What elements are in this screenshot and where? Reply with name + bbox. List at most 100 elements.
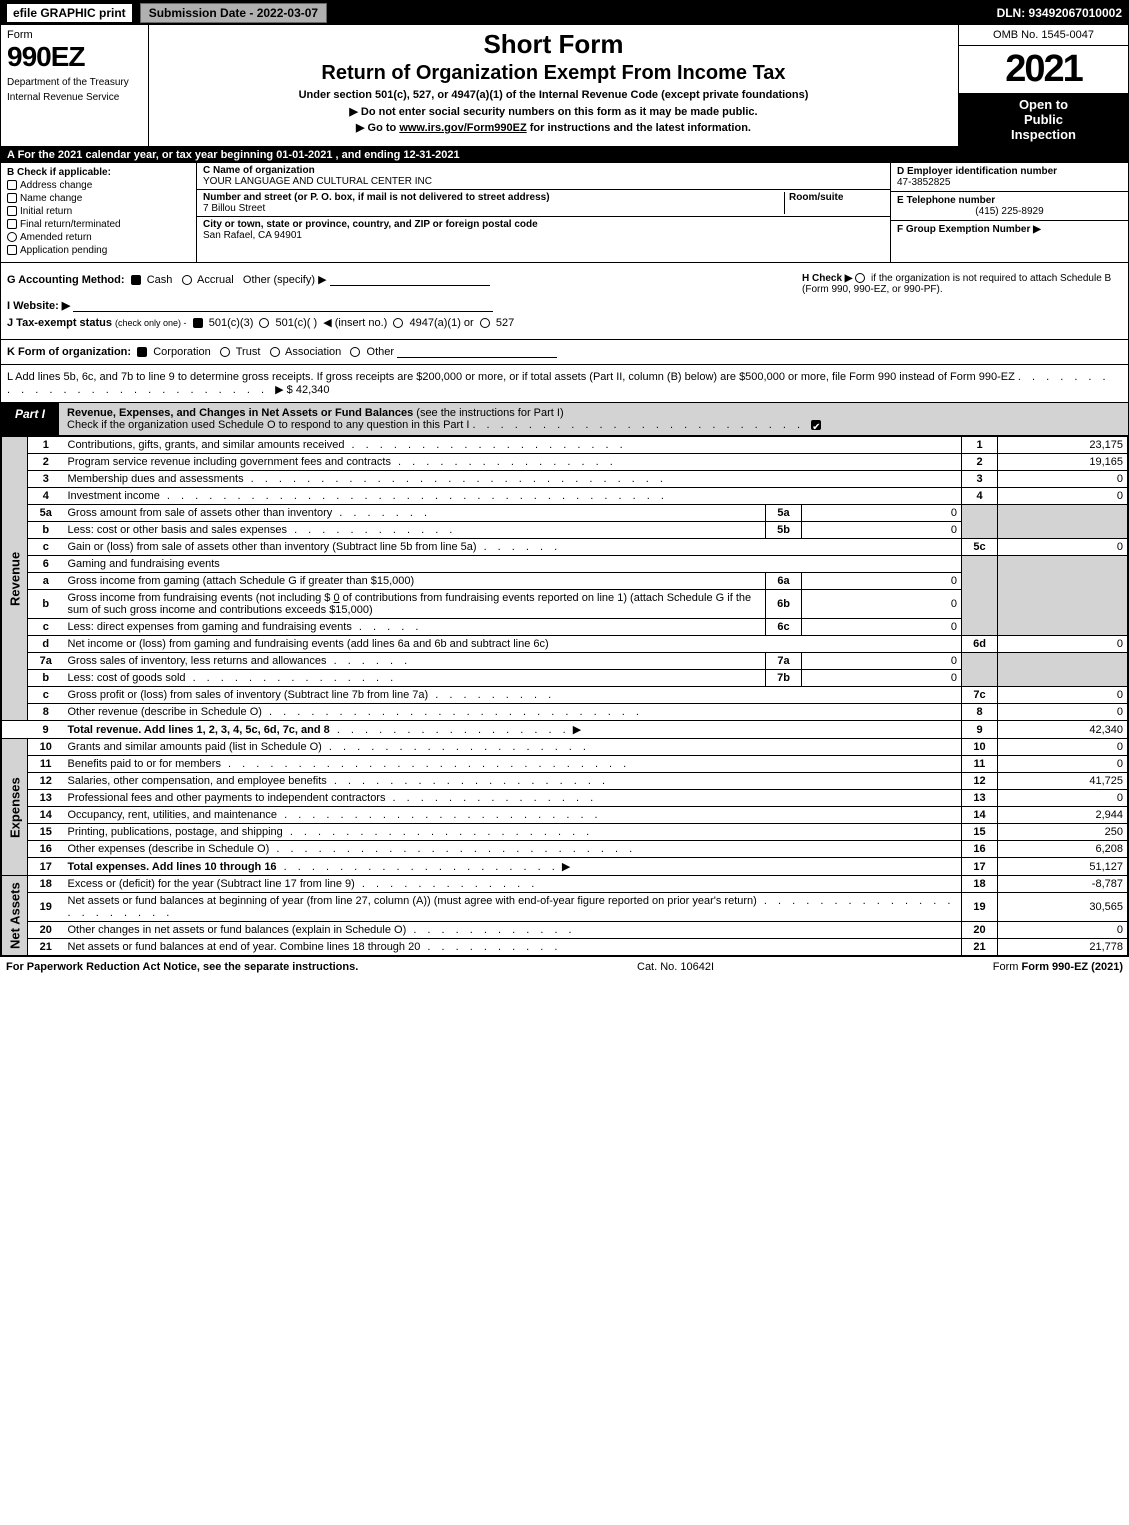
b-pending: Application pending	[20, 245, 107, 256]
check-application-pending[interactable]	[7, 245, 17, 255]
sub-val: 0	[802, 653, 962, 670]
g-other-input[interactable]	[330, 285, 490, 286]
result-val: 42,340	[998, 721, 1128, 739]
check-cash[interactable]	[131, 275, 141, 285]
result-no: 17	[962, 858, 998, 876]
irs-link[interactable]: www.irs.gov/Form990EZ	[399, 122, 526, 134]
result-val: 0	[998, 539, 1128, 556]
result-no: 14	[962, 807, 998, 824]
title-block: Form 990EZ Department of the Treasury In…	[1, 25, 1128, 147]
shaded-cell	[998, 653, 1128, 687]
j-label: J Tax-exempt status	[7, 317, 112, 329]
sub-no: 6c	[766, 619, 802, 636]
l-text: L Add lines 5b, 6c, and 7b to line 9 to …	[7, 371, 1015, 383]
line-desc: Contributions, gifts, grants, and simila…	[64, 437, 962, 454]
result-val: 0	[998, 488, 1128, 505]
org-street: 7 Billou Street	[203, 203, 265, 214]
tax-year: 2021	[959, 46, 1128, 93]
line-desc: Printing, publications, postage, and shi…	[64, 824, 962, 841]
form-ref: Form Form 990-EZ (2021)	[993, 961, 1123, 973]
line-desc: Gross sales of inventory, less returns a…	[64, 653, 766, 670]
b-initial: Initial return	[20, 206, 72, 217]
sub-val: 0	[802, 619, 962, 636]
inspection-l2: Public	[963, 112, 1124, 127]
result-no: 18	[962, 876, 998, 893]
check-h-schedule-b[interactable]	[855, 273, 865, 283]
check-name-change[interactable]	[7, 193, 17, 203]
check-4947[interactable]	[393, 318, 403, 328]
line-no: 19	[28, 893, 64, 922]
line-no: d	[28, 636, 64, 653]
result-val: 0	[998, 636, 1128, 653]
b-label: B Check if applicable:	[7, 167, 111, 178]
dln-label: DLN: 93492067010002	[997, 6, 1122, 20]
j-note: (check only one) -	[115, 318, 187, 328]
sub-val: 0	[802, 590, 962, 619]
g-label: G Accounting Method:	[7, 274, 125, 286]
result-no: 13	[962, 790, 998, 807]
check-amended-return[interactable]	[7, 232, 17, 242]
result-val: -8,787	[998, 876, 1128, 893]
line-h: H Check ▶ if the organization is not req…	[802, 273, 1122, 295]
k-other: Other	[367, 346, 395, 358]
check-corporation[interactable]	[137, 347, 147, 357]
shaded-cell	[962, 653, 998, 687]
check-accrual[interactable]	[182, 275, 192, 285]
line-no: c	[28, 539, 64, 556]
result-val: 0	[998, 471, 1128, 488]
open-to-public: Open to Public Inspection	[959, 93, 1128, 146]
check-501c3[interactable]	[193, 318, 203, 328]
line-no: 17	[28, 858, 64, 876]
cat-no: Cat. No. 10642I	[637, 961, 714, 973]
h-label: H Check ▶	[802, 273, 852, 284]
website-input[interactable]	[73, 311, 493, 312]
section-note: Under section 501(c), 527, or 4947(a)(1)…	[157, 89, 950, 101]
result-no: 21	[962, 939, 998, 956]
check-other-org[interactable]	[350, 347, 360, 357]
j-501c3: 501(c)(3)	[209, 317, 254, 329]
g-other: Other (specify) ▶	[243, 274, 327, 286]
paperwork-notice: For Paperwork Reduction Act Notice, see …	[6, 961, 358, 973]
check-trust[interactable]	[220, 347, 230, 357]
line-desc: Gross income from gaming (attach Schedul…	[64, 573, 766, 590]
check-initial-return[interactable]	[7, 206, 17, 216]
result-val: 23,175	[998, 437, 1128, 454]
shaded-cell	[962, 505, 998, 539]
check-527[interactable]	[480, 318, 490, 328]
check-address-change[interactable]	[7, 180, 17, 190]
check-final-return[interactable]	[7, 219, 17, 229]
check-501c[interactable]	[259, 318, 269, 328]
k-other-input[interactable]	[397, 357, 557, 358]
result-val: 30,565	[998, 893, 1128, 922]
title-right: OMB No. 1545-0047 2021 Open to Public In…	[958, 25, 1128, 146]
line-desc: Excess or (deficit) for the year (Subtra…	[64, 876, 962, 893]
phone-value: (415) 225-8929	[897, 206, 1122, 217]
submission-date-button[interactable]: Submission Date - 2022-03-07	[140, 3, 327, 23]
form-number: 990EZ	[7, 41, 142, 73]
part-i-title: Revenue, Expenses, and Changes in Net As…	[67, 407, 413, 419]
line-no: 20	[28, 922, 64, 939]
line-no: 15	[28, 824, 64, 841]
k-corp: Corporation	[153, 346, 210, 358]
line-desc: Gain or (loss) from sale of assets other…	[64, 539, 962, 556]
column-c: C Name of organization YOUR LANGUAGE AND…	[197, 163, 890, 262]
directive-2: Go to www.irs.gov/Form990EZ for instruct…	[157, 121, 950, 134]
j-insert: ◀ (insert no.)	[323, 317, 387, 329]
result-val: 6,208	[998, 841, 1128, 858]
result-val: 2,944	[998, 807, 1128, 824]
directive-2-post: for instructions and the latest informat…	[530, 122, 751, 134]
result-no: 16	[962, 841, 998, 858]
result-no: 1	[962, 437, 998, 454]
result-no: 10	[962, 739, 998, 756]
form-container: efile GRAPHIC print Submission Date - 20…	[0, 0, 1129, 957]
sub-val: 0	[802, 505, 962, 522]
line-desc: Total revenue. Add lines 1, 2, 3, 4, 5c,…	[64, 721, 962, 739]
check-schedule-o[interactable]	[811, 420, 821, 430]
part-i-tab: Part I	[1, 403, 59, 435]
c-name-lbl: C Name of organization	[203, 165, 315, 176]
part-i-check-text: Check if the organization used Schedule …	[67, 419, 469, 431]
check-association[interactable]	[270, 347, 280, 357]
omb-number: OMB No. 1545-0047	[959, 25, 1128, 46]
form-word: Form	[7, 29, 142, 41]
line-desc: Less: cost or other basis and sales expe…	[64, 522, 766, 539]
